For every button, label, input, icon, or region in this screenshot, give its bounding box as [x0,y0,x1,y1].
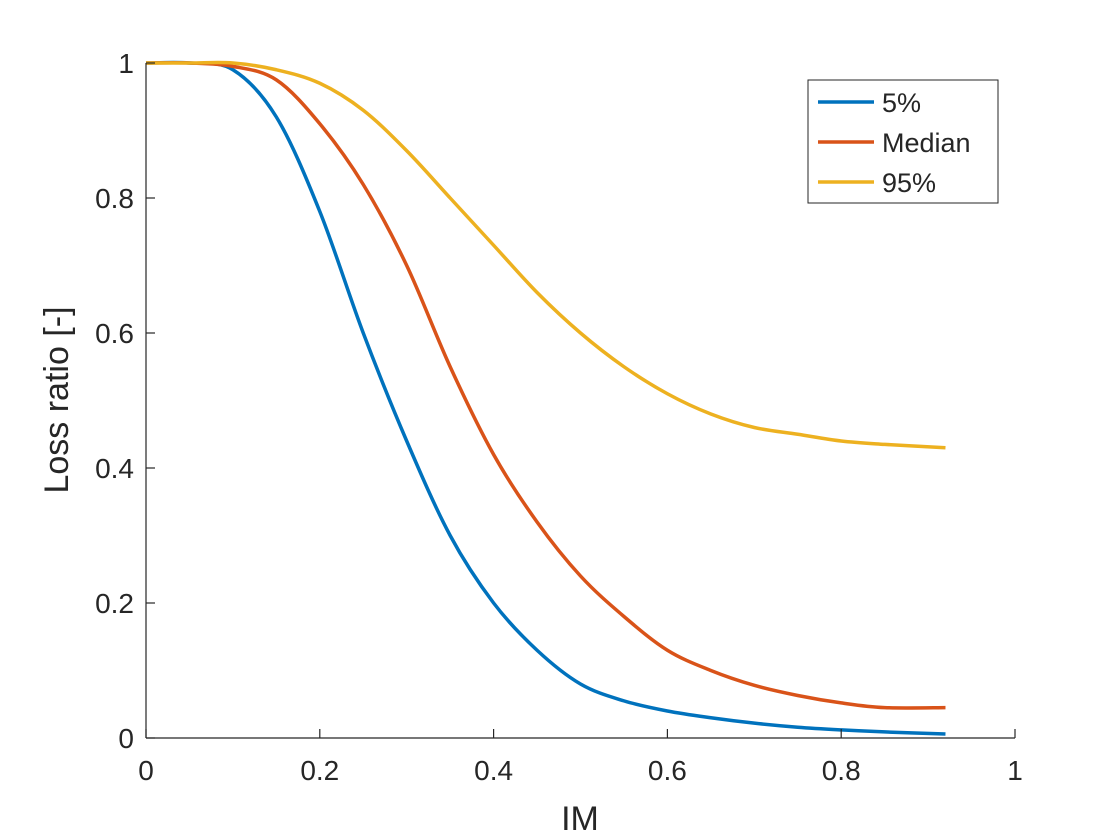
series-line-95pct [146,60,946,450]
y-tick-label: 0 [118,723,134,754]
tick-layer: 0 0.2 0.4 0.6 0.8 1 0 0.2 0.4 0.6 0.8 1 [95,48,1023,786]
y-tick-label: 0.2 [95,588,134,619]
x-tick-label: 0 [138,755,154,786]
x-tick-label: 0.2 [300,755,339,786]
y-tick-label: 0.6 [95,318,134,349]
x-tick-label: 1 [1007,755,1023,786]
series-line-median [145,61,946,710]
legend-label-5pct: 5% [882,88,921,118]
x-tick-label: 0.6 [648,755,687,786]
legend: 5% Median 95% [807,79,999,204]
y-axis-label: Loss ratio [-] [38,306,76,493]
y-tick-label: 0.8 [95,183,134,214]
x-tick-label: 0.4 [474,755,513,786]
series-line-5pct [145,60,946,736]
x-tick-label: 0.8 [822,755,861,786]
series-layer [145,60,946,736]
y-tick-label: 0.4 [95,453,134,484]
legend-label-95pct: 95% [882,168,936,198]
legend-label-median: Median [882,128,971,158]
x-axis-label: IM [561,800,599,838]
y-tick-label: 1 [118,48,134,79]
